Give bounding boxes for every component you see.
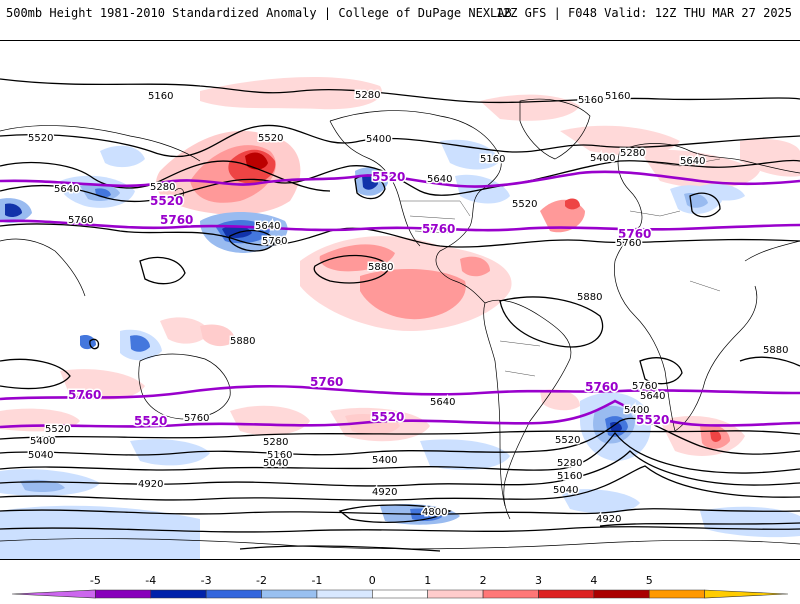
contour-label: 5880	[368, 262, 393, 273]
colorbar-swatch	[372, 589, 428, 599]
contour-label: 5160	[557, 471, 582, 482]
contour-label: 5160	[148, 91, 173, 102]
contour-label: 5400	[624, 405, 649, 416]
model-run-info: 12Z GFS | F048 Valid: 12Z THU MAR 27 202…	[495, 6, 792, 20]
contour-label: 5760	[422, 222, 455, 236]
contour-label: 5280	[620, 148, 645, 159]
contour-label: 5520	[45, 424, 70, 435]
contour-label: 5280	[263, 437, 288, 448]
contour-label: 5520	[28, 133, 53, 144]
colorbar-swatch	[538, 589, 595, 599]
contour-label: 5880	[763, 345, 788, 356]
contour-label: 5520	[134, 414, 167, 428]
contour-label: 5160	[605, 91, 630, 102]
contour-label: 5280	[150, 182, 175, 193]
contour-label: 5160	[267, 450, 292, 461]
colorbar-swatch	[316, 589, 373, 599]
contour-label: 5400	[372, 455, 397, 466]
colorbar-tick-label: -2	[256, 574, 267, 587]
contour-label: 5040	[28, 450, 53, 461]
contour-label: 5280	[355, 90, 380, 101]
contour-label: 5520	[258, 133, 283, 144]
colorbar: -5 -4 -3 -2 -1 0 1 2 3 4 5	[0, 572, 800, 600]
contour-label: 5160	[480, 154, 505, 165]
map-title: 500mb Height 1981-2010 Standardized Anom…	[6, 6, 512, 20]
contour-label: 5640	[255, 221, 280, 232]
contour-label: 5760	[160, 213, 193, 227]
contour-label: 5760	[184, 413, 209, 424]
contour-label: 5400	[590, 153, 615, 164]
colorbar-tick-label: -3	[201, 574, 212, 587]
contour-label: 5400	[30, 436, 55, 447]
contour-label: 5520	[372, 170, 405, 184]
colorbar-swatch	[11, 589, 96, 599]
contour-label: 5640	[640, 391, 665, 402]
colorbar-swatch	[427, 589, 484, 599]
contour-label: 4920	[596, 514, 621, 525]
header: 500mb Height 1981-2010 Standardized Anom…	[0, 0, 800, 40]
contour-label: 5640	[427, 174, 452, 185]
contour-label: 5520	[512, 199, 537, 210]
colorbar-tick-label: 3	[535, 574, 542, 587]
contour-label: 4800	[422, 507, 447, 518]
contour-label: 5760	[68, 388, 101, 402]
colorbar-svg: -5 -4 -3 -2 -1 0 1 2 3 4 5	[11, 574, 789, 599]
colorbar-swatch	[593, 589, 650, 599]
contour-label: 5520	[150, 194, 183, 208]
contour-label: 5760	[632, 381, 657, 392]
colorbar-tick-label: -4	[145, 574, 156, 587]
colorbar-swatch	[482, 589, 539, 599]
anomaly-map: 5160 5280 5160 5160 5520 5520 5400 5160 5280 5640…	[0, 40, 800, 560]
contour-label: 5640	[54, 184, 79, 195]
height-contours	[0, 78, 800, 552]
contour-label: 5520	[636, 413, 669, 427]
contour-label: 5520	[555, 435, 580, 446]
contour-label: 5760	[618, 227, 651, 241]
colorbar-tick-label: 5	[646, 574, 653, 587]
contour-label: 5760	[310, 375, 343, 389]
contour-label: 5040	[553, 485, 578, 496]
contour-label: 5040	[263, 458, 288, 469]
colorbar-swatch	[648, 589, 705, 599]
contour-label: 5880	[577, 292, 602, 303]
contour-label: 5160	[578, 95, 603, 106]
contour-label: 5280	[557, 458, 582, 469]
anomaly-shading	[0, 76, 800, 559]
colorbar-swatch	[704, 589, 789, 599]
contour-label: 4920	[372, 487, 397, 498]
colorbar-tick-label: 1	[424, 574, 431, 587]
colorbar-swatch	[95, 589, 152, 599]
contour-label: 5760	[262, 236, 287, 247]
contour-label: 5880	[230, 336, 255, 347]
colorbar-swatch	[150, 589, 207, 599]
colorbar-tick-label: -1	[311, 574, 322, 587]
colorbar-tick-label: 2	[480, 574, 487, 587]
contour-label: 5400	[366, 134, 391, 145]
contour-label: 5520	[371, 410, 404, 424]
contour-label: 5760	[616, 238, 641, 249]
contour-label: 5640	[680, 156, 705, 167]
contour-label: 5640	[430, 397, 455, 408]
highlight-contours	[0, 170, 800, 429]
colorbar-tick-label: 4	[590, 574, 597, 587]
colorbar-swatch	[205, 589, 262, 599]
contour-label: 5760	[68, 215, 93, 226]
colorbar-tick-label: 0	[369, 574, 376, 587]
contour-label: 4920	[138, 479, 163, 490]
colorbar-swatch	[261, 589, 318, 599]
colorbar-tick-label: -5	[90, 574, 101, 587]
contour-label: 5760	[585, 380, 618, 394]
